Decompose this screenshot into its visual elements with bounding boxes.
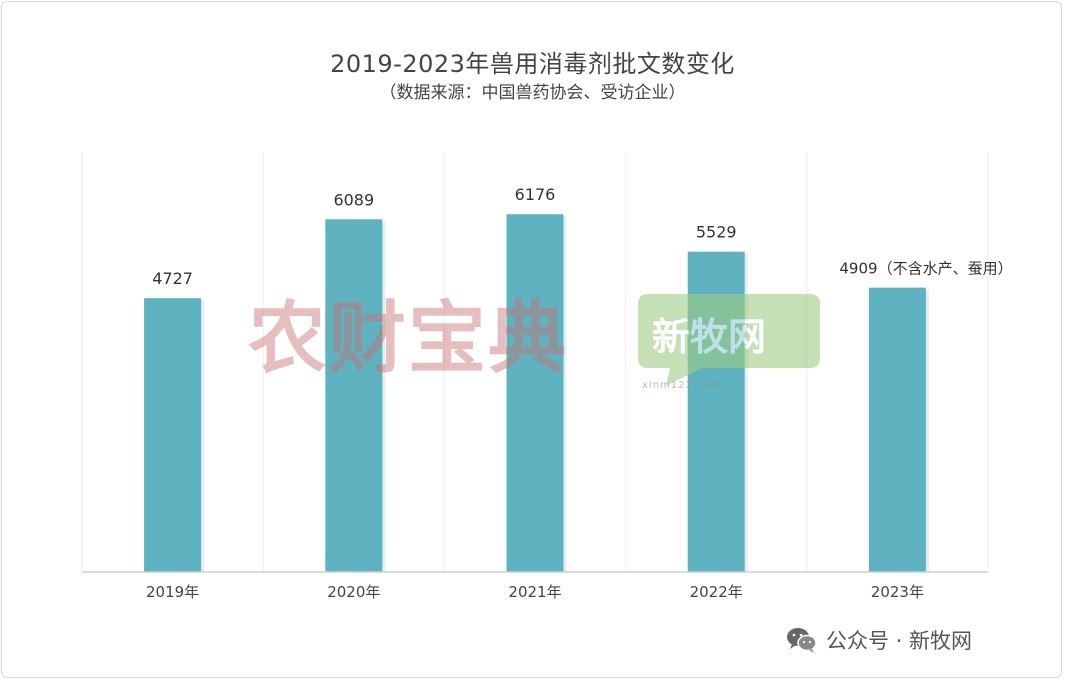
chart-subtitle: （数据来源：中国兽药协会、受访企业） xyxy=(379,83,686,103)
x-axis-labels: 2019年 2020年 2021年 2022年 2023年 xyxy=(146,583,924,601)
bar-2023年 xyxy=(868,287,926,572)
wechat-icon xyxy=(787,628,817,653)
bar-2021年 xyxy=(506,214,564,572)
x-tick-label: 2023年 xyxy=(871,583,924,601)
value-label: 4909（不含水产、蚕用） xyxy=(839,260,1012,278)
x-tick-label: 2022年 xyxy=(690,583,743,601)
x-tick-label: 2019年 xyxy=(146,583,199,601)
chart-title: 2019-2023年兽用消毒剂批文数变化 xyxy=(330,50,735,78)
value-label: 6089 xyxy=(333,190,374,209)
x-tick-label: 2021年 xyxy=(508,583,561,601)
value-label: 4727 xyxy=(152,269,193,288)
value-label: 5529 xyxy=(696,223,737,242)
bars xyxy=(144,214,929,572)
bar-2020年 xyxy=(325,219,383,572)
value-labels: 4727 6089 6176 5529 4909（不含水产、蚕用） xyxy=(152,185,1012,288)
watermark-left: 农财宝典 xyxy=(248,294,568,384)
value-label: 6176 xyxy=(515,185,556,204)
x-tick-label: 2020年 xyxy=(327,583,380,601)
footer-text: 公众号 · 新牧网 xyxy=(826,629,973,653)
watermark-left-text: 农财宝典 xyxy=(248,294,568,384)
watermark-right-text: 新牧网 xyxy=(652,315,766,359)
footer: 公众号 · 新牧网 xyxy=(786,622,972,658)
speech-bubble-icon xyxy=(638,294,820,386)
watermark-right-url: xinm123.com xyxy=(642,380,721,391)
watermark-right-logo: 新牧网 xinm123.com xyxy=(638,294,820,391)
bar-2019年 xyxy=(144,298,202,572)
